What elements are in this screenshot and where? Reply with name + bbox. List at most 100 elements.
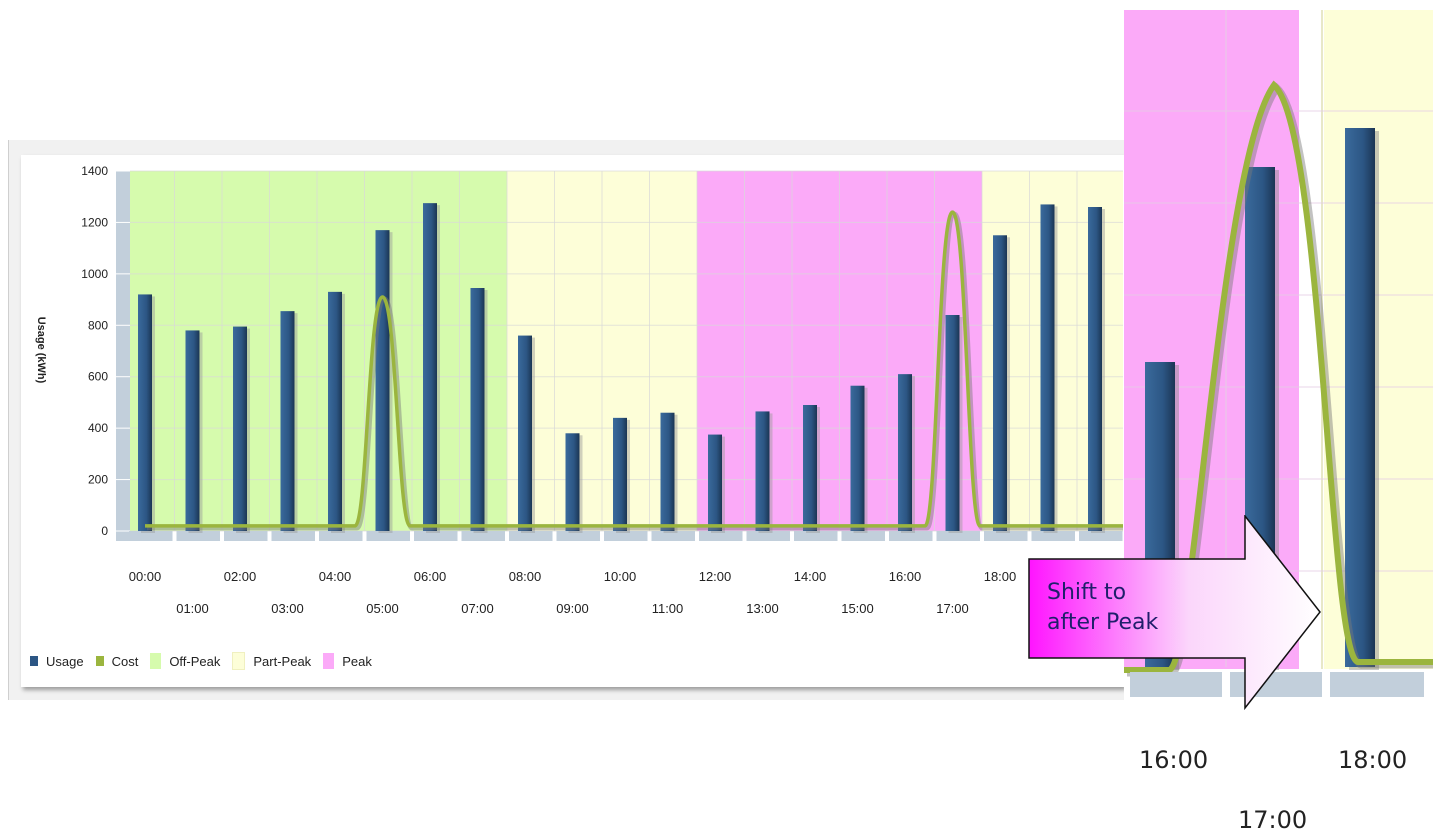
bar-usage [755, 411, 770, 531]
x-tick-label: 04:00 [319, 569, 352, 584]
bar-usage [708, 434, 722, 531]
bar-usage [850, 385, 865, 531]
x-tick-label: 15:00 [841, 601, 874, 616]
bar-usage [803, 405, 817, 531]
bar-usage [1040, 204, 1055, 531]
x-tick-label: 09:00 [556, 601, 589, 616]
bar-usage [613, 417, 627, 531]
x-tick-label: 08:00 [509, 569, 542, 584]
callout-line-2: after Peak [1047, 610, 1159, 635]
x-tick-label: 10:00 [604, 569, 637, 584]
legend-item-off-peak: Off-Peak [150, 653, 220, 669]
usage-chart: 0 200 400 600 800 1000 1200 1400 Usage (kWh) 00:0… [35, 164, 1123, 616]
x-axis-block [604, 531, 648, 541]
bar-usage [1088, 207, 1102, 531]
zoom-label-16: 16:00 [1139, 746, 1209, 774]
y-tick-label: 200 [88, 473, 108, 487]
legend-item-usage: Usage [30, 654, 84, 669]
x-tick-label: 02:00 [224, 569, 257, 584]
x-axis-block [984, 531, 1028, 541]
bar-usage [423, 203, 437, 531]
zoom-axis-block [1330, 672, 1424, 697]
bar-usage [518, 335, 532, 531]
x-axis-block [841, 531, 885, 541]
x-axis-block [271, 531, 315, 541]
x-axis-block [889, 531, 933, 541]
x-tick-label: 16:00 [889, 569, 922, 584]
legend-label-cost: Cost [111, 653, 139, 669]
legend-label-off-peak: Off-Peak [169, 653, 221, 669]
x-axis-block [794, 531, 838, 541]
x-tick-label: 18:00 [984, 569, 1017, 584]
x-axis-block [509, 531, 553, 541]
x-tick-label: 06:00 [414, 569, 447, 584]
bar-usage [660, 412, 675, 531]
cost-line-shadow [147, 211, 1123, 531]
x-axis-block [1079, 531, 1123, 541]
x-tick-label: 14:00 [794, 569, 827, 584]
y-tick-label: 0 [101, 524, 108, 538]
chart-legend: Usage Cost Off-Peak Part-Peak Peak [30, 652, 384, 670]
x-axis-block [224, 531, 268, 541]
y-tick-label: 1000 [81, 267, 108, 281]
x-tick-label: 17:00 [936, 601, 969, 616]
x-tick-label: 05:00 [366, 601, 399, 616]
bar-usage [375, 230, 390, 531]
y-tick-label: 1400 [81, 164, 108, 178]
part-peak-swatch [232, 652, 246, 670]
zoom-label-18: 18:00 [1338, 746, 1408, 774]
x-axis-block [129, 531, 173, 541]
y-tick-label: 600 [88, 370, 108, 384]
cost-swatch [95, 656, 104, 666]
x-axis-block [746, 531, 790, 541]
y-axis-label: Usage (kWh) [35, 317, 47, 384]
x-tick-label: 01:00 [176, 601, 209, 616]
legend-label-usage: Usage [46, 653, 84, 669]
zoom-band-part-peak [1324, 10, 1433, 669]
x-axis-block [461, 531, 505, 541]
bar-usage [280, 311, 295, 531]
zoom-label-17: 17:00 [1238, 806, 1308, 834]
x-axis-block [319, 531, 363, 541]
usage-swatch [30, 656, 38, 666]
zoom-axis-block [1130, 672, 1222, 697]
peak-swatch [323, 653, 335, 669]
bar-usage [185, 330, 200, 531]
bar-usage [138, 294, 152, 531]
bar-usage [328, 291, 342, 531]
legend-item-peak: Peak [323, 653, 372, 669]
x-axis-block [176, 531, 220, 541]
shift-callout-text: Shift to after Peak [1047, 578, 1217, 638]
cost-line [145, 210, 1123, 528]
x-tick-label: 11:00 [652, 601, 684, 616]
x-tick-label: 07:00 [461, 601, 494, 616]
x-tick-label: 00:00 [129, 569, 162, 584]
zoom-bar-usage [1345, 128, 1375, 667]
y-tick-label: 400 [88, 421, 108, 435]
callout-line-1: Shift to [1047, 580, 1127, 605]
x-axis-block [556, 531, 600, 541]
x-axis-block [936, 531, 980, 541]
legend-item-part-peak: Part-Peak [232, 652, 311, 670]
legend-label-part-peak: Part-Peak [253, 653, 312, 669]
x-axis-block [414, 531, 458, 541]
x-axis-block [651, 531, 695, 541]
bar-usage [898, 374, 912, 531]
x-axis-block [366, 531, 410, 541]
bar-usage [565, 433, 580, 531]
y-tick-label: 800 [88, 318, 108, 332]
x-tick-label: 13:00 [746, 601, 779, 616]
legend-item-cost: Cost [95, 653, 139, 669]
shift-arrow [1028, 515, 1321, 710]
bar-usage [945, 315, 960, 531]
off-peak-swatch [150, 653, 162, 669]
y-tick-label: 1200 [81, 215, 108, 229]
x-tick-label: 12:00 [699, 569, 732, 584]
x-axis-block [1031, 531, 1075, 541]
bar-usage [233, 326, 247, 531]
legend-label-peak: Peak [342, 653, 372, 669]
bar-usage [470, 288, 485, 531]
bar-usage [993, 235, 1007, 532]
x-axis-block [699, 531, 743, 541]
y-axis-block [116, 171, 130, 541]
